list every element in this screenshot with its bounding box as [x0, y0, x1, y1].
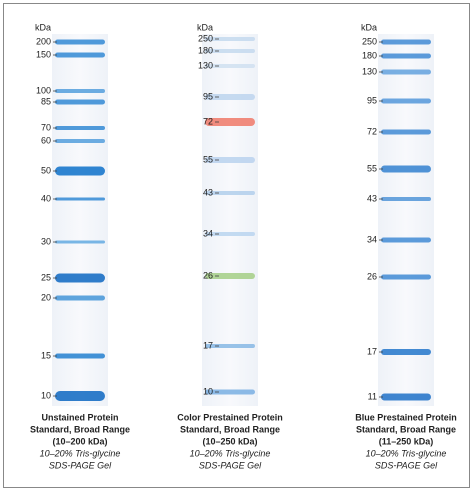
caption-note: 10–20% Tris-glycine	[190, 448, 271, 458]
caption: Color Prestained Protein	[177, 412, 283, 422]
band-label: 20	[41, 292, 51, 302]
band	[205, 118, 255, 126]
band-label: 250	[362, 36, 377, 46]
unit-label: kDa	[35, 22, 51, 32]
band-label: 180	[362, 50, 377, 60]
band-label: 25	[41, 272, 51, 282]
band-label: 17	[367, 346, 377, 356]
band-label: 60	[41, 135, 51, 145]
band-label: 150	[36, 49, 51, 59]
band-label: 130	[362, 66, 377, 76]
unit-label: kDa	[197, 22, 213, 32]
band	[205, 389, 255, 395]
band	[381, 129, 431, 135]
caption-note: SDS-PAGE Gel	[49, 460, 112, 470]
band	[205, 191, 255, 195]
band	[205, 94, 255, 100]
band-label: 43	[367, 193, 377, 203]
band	[55, 295, 105, 301]
band-label: 34	[203, 228, 213, 238]
band	[205, 49, 255, 53]
band	[205, 273, 255, 279]
band	[55, 99, 105, 105]
band	[381, 39, 431, 45]
band	[381, 69, 431, 75]
band-label: 17	[203, 340, 213, 350]
caption-note: SDS-PAGE Gel	[199, 460, 262, 470]
band	[381, 98, 431, 104]
band	[55, 126, 105, 130]
band	[55, 166, 105, 176]
band-label: 180	[198, 45, 213, 55]
band	[205, 344, 255, 348]
band	[381, 237, 431, 243]
band-label: 85	[41, 96, 51, 106]
caption: (10–250 kDa)	[202, 436, 257, 446]
band-label: 200	[36, 36, 51, 46]
band-label: 26	[203, 270, 213, 280]
frame	[3, 3, 470, 488]
band-label: 95	[367, 95, 377, 105]
band-label: 70	[41, 122, 51, 132]
band-label: 72	[203, 116, 213, 126]
band	[55, 52, 105, 58]
band-label: 43	[203, 187, 213, 197]
band-label: 26	[367, 271, 377, 281]
caption: Standard, Broad Range	[356, 424, 456, 434]
band	[55, 240, 105, 244]
caption-note: SDS-PAGE Gel	[375, 460, 438, 470]
band-label: 55	[203, 154, 213, 164]
band	[205, 232, 255, 236]
caption: (11–250 kDa)	[379, 436, 434, 446]
caption: Standard, Broad Range	[30, 424, 130, 434]
band	[381, 393, 431, 401]
band	[55, 197, 105, 201]
band-label: 50	[41, 165, 51, 175]
caption: Standard, Broad Range	[180, 424, 280, 434]
band-label: 34	[367, 234, 377, 244]
band	[205, 37, 255, 41]
band-label: 15	[41, 350, 51, 360]
band-label: 55	[367, 163, 377, 173]
caption: (10–200 kDa)	[52, 436, 107, 446]
band	[381, 53, 431, 59]
band-label: 30	[41, 236, 51, 246]
caption-note: 10–20% Tris-glycine	[40, 448, 121, 458]
band-label: 100	[36, 85, 51, 95]
gel-lane	[378, 34, 434, 406]
band-label: 10	[203, 386, 213, 396]
band-label: 11	[368, 391, 377, 401]
caption-note: 10–20% Tris-glycine	[366, 448, 447, 458]
band	[205, 157, 255, 163]
band	[205, 64, 255, 68]
band	[55, 39, 105, 45]
band	[381, 274, 431, 280]
unit-label: kDa	[361, 22, 377, 32]
band	[55, 353, 105, 359]
band-label: 10	[41, 390, 51, 400]
caption: Blue Prestained Protein	[355, 412, 457, 422]
band-label: 250	[198, 33, 213, 43]
band	[55, 391, 105, 401]
band-label: 72	[367, 126, 377, 136]
gel-lane	[52, 34, 108, 406]
band	[381, 197, 431, 201]
band-label: 130	[198, 60, 213, 70]
band-label: 95	[203, 91, 213, 101]
band-label: 40	[41, 193, 51, 203]
band	[55, 139, 105, 143]
caption: Unstained Protein	[41, 412, 118, 422]
band	[381, 349, 431, 355]
band	[55, 89, 105, 93]
band	[381, 165, 431, 173]
band	[55, 273, 105, 283]
